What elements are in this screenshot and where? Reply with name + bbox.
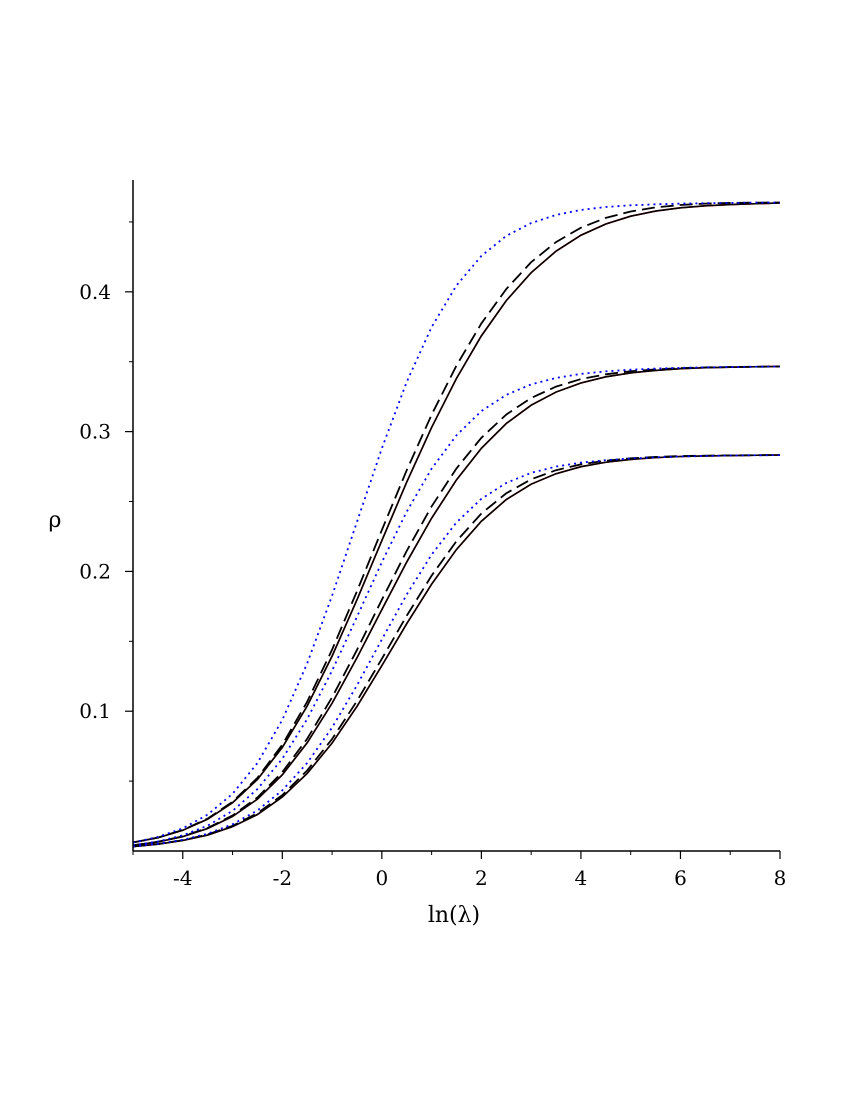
y-axis-label: ρ (49, 508, 62, 533)
series-line-3 (132, 201, 781, 844)
axes (132, 180, 780, 852)
series-layer (132, 201, 781, 848)
x-axis-label: ln(λ) (428, 903, 480, 928)
series-line-5 (132, 365, 781, 847)
series-line-8 (132, 365, 781, 847)
y-tick-label: 0.4 (79, 280, 111, 304)
series-line-4 (132, 201, 781, 844)
series-line-6 (132, 365, 781, 847)
series-line-11 (132, 454, 781, 848)
x-tick-label: -2 (273, 866, 292, 890)
series-line-1 (132, 202, 781, 844)
x-tick-label: 6 (674, 866, 687, 890)
x-tick-label: 8 (774, 866, 787, 890)
series-line-7 (132, 365, 781, 847)
x-tick-label: 2 (475, 866, 488, 890)
x-tick-label: 4 (575, 866, 588, 890)
y-tick-label: 0.1 (79, 699, 111, 723)
y-tick-label: 0.3 (79, 420, 111, 444)
x-tick-label: 0 (375, 866, 388, 890)
ticks: -4 -2 0 2 4 6 8 0.1 0.2 0.3 0.4 (79, 221, 787, 890)
series-line-12 (132, 454, 781, 848)
series-line-10 (132, 454, 781, 848)
series-line-2 (132, 202, 781, 844)
x-tick-label: -4 (173, 866, 192, 890)
y-tick-label: 0.2 (79, 559, 111, 583)
series-line-9 (132, 454, 781, 848)
